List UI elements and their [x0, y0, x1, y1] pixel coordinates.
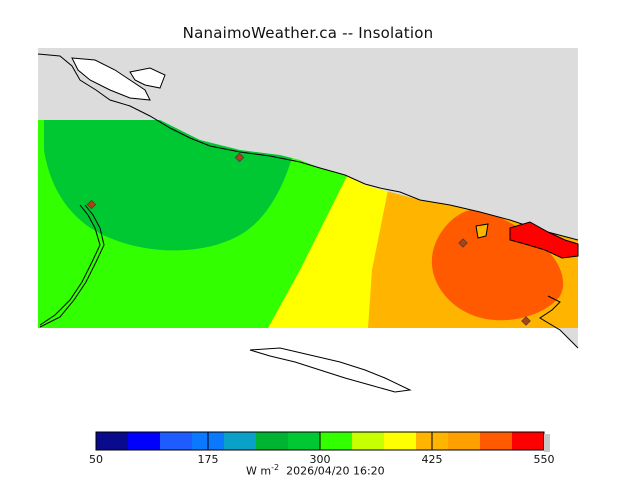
island-north-1 [71, 57, 151, 101]
colorbar [95, 431, 550, 452]
station-markers [86, 152, 531, 326]
coast-west-line [39, 204, 101, 326]
station-4[interactable] [521, 316, 531, 326]
colorbar-bin-6 [288, 432, 321, 450]
colorbar-bin-8 [352, 432, 385, 450]
coast-north-line [37, 53, 579, 241]
colorbar-bin-5 [256, 432, 289, 450]
map-title: NanaimoWeather.ca -- Insolation [182, 24, 434, 42]
colorbar-tick-300: 300 [309, 453, 331, 466]
colorbar-tick-50: 50 [89, 453, 103, 466]
colorbar-bin-12 [480, 432, 513, 450]
colorbar-shadow [544, 434, 550, 452]
colorbar-tick-425: 425 [421, 453, 443, 466]
colorbar-bin-13 [512, 432, 545, 450]
colorbar-bin-9 [384, 432, 417, 450]
colorbar-timestamp: 2026/04/20 16:20 [286, 464, 385, 478]
coast-west-line-2 [39, 204, 105, 328]
colorbar-bin-4 [224, 432, 257, 450]
station-3[interactable] [458, 238, 468, 248]
colorbar-tick-175: 175 [197, 453, 219, 466]
island-south [249, 347, 412, 393]
colorbar-footer: W m-2 2026/04/20 16:20 [246, 463, 385, 478]
colorbar-unit-exponent: -2 [271, 463, 280, 472]
colorbar-tick-550: 550 [533, 453, 555, 466]
island-east-small [475, 223, 489, 239]
colorbar-bin-7 [320, 432, 353, 450]
colorbar-bin-1 [128, 432, 161, 450]
station-1[interactable] [234, 152, 245, 163]
colorbar-bin-2 [160, 432, 193, 450]
colorbar-unit: W m [246, 464, 272, 478]
colorbar-bin-0 [96, 432, 129, 450]
island-north-2 [129, 67, 166, 89]
colorbar-bin-11 [448, 432, 481, 450]
island-east-red [509, 221, 579, 259]
field-bin-green [44, 120, 300, 251]
coast-east-line [539, 295, 579, 349]
station-2[interactable] [86, 199, 97, 210]
